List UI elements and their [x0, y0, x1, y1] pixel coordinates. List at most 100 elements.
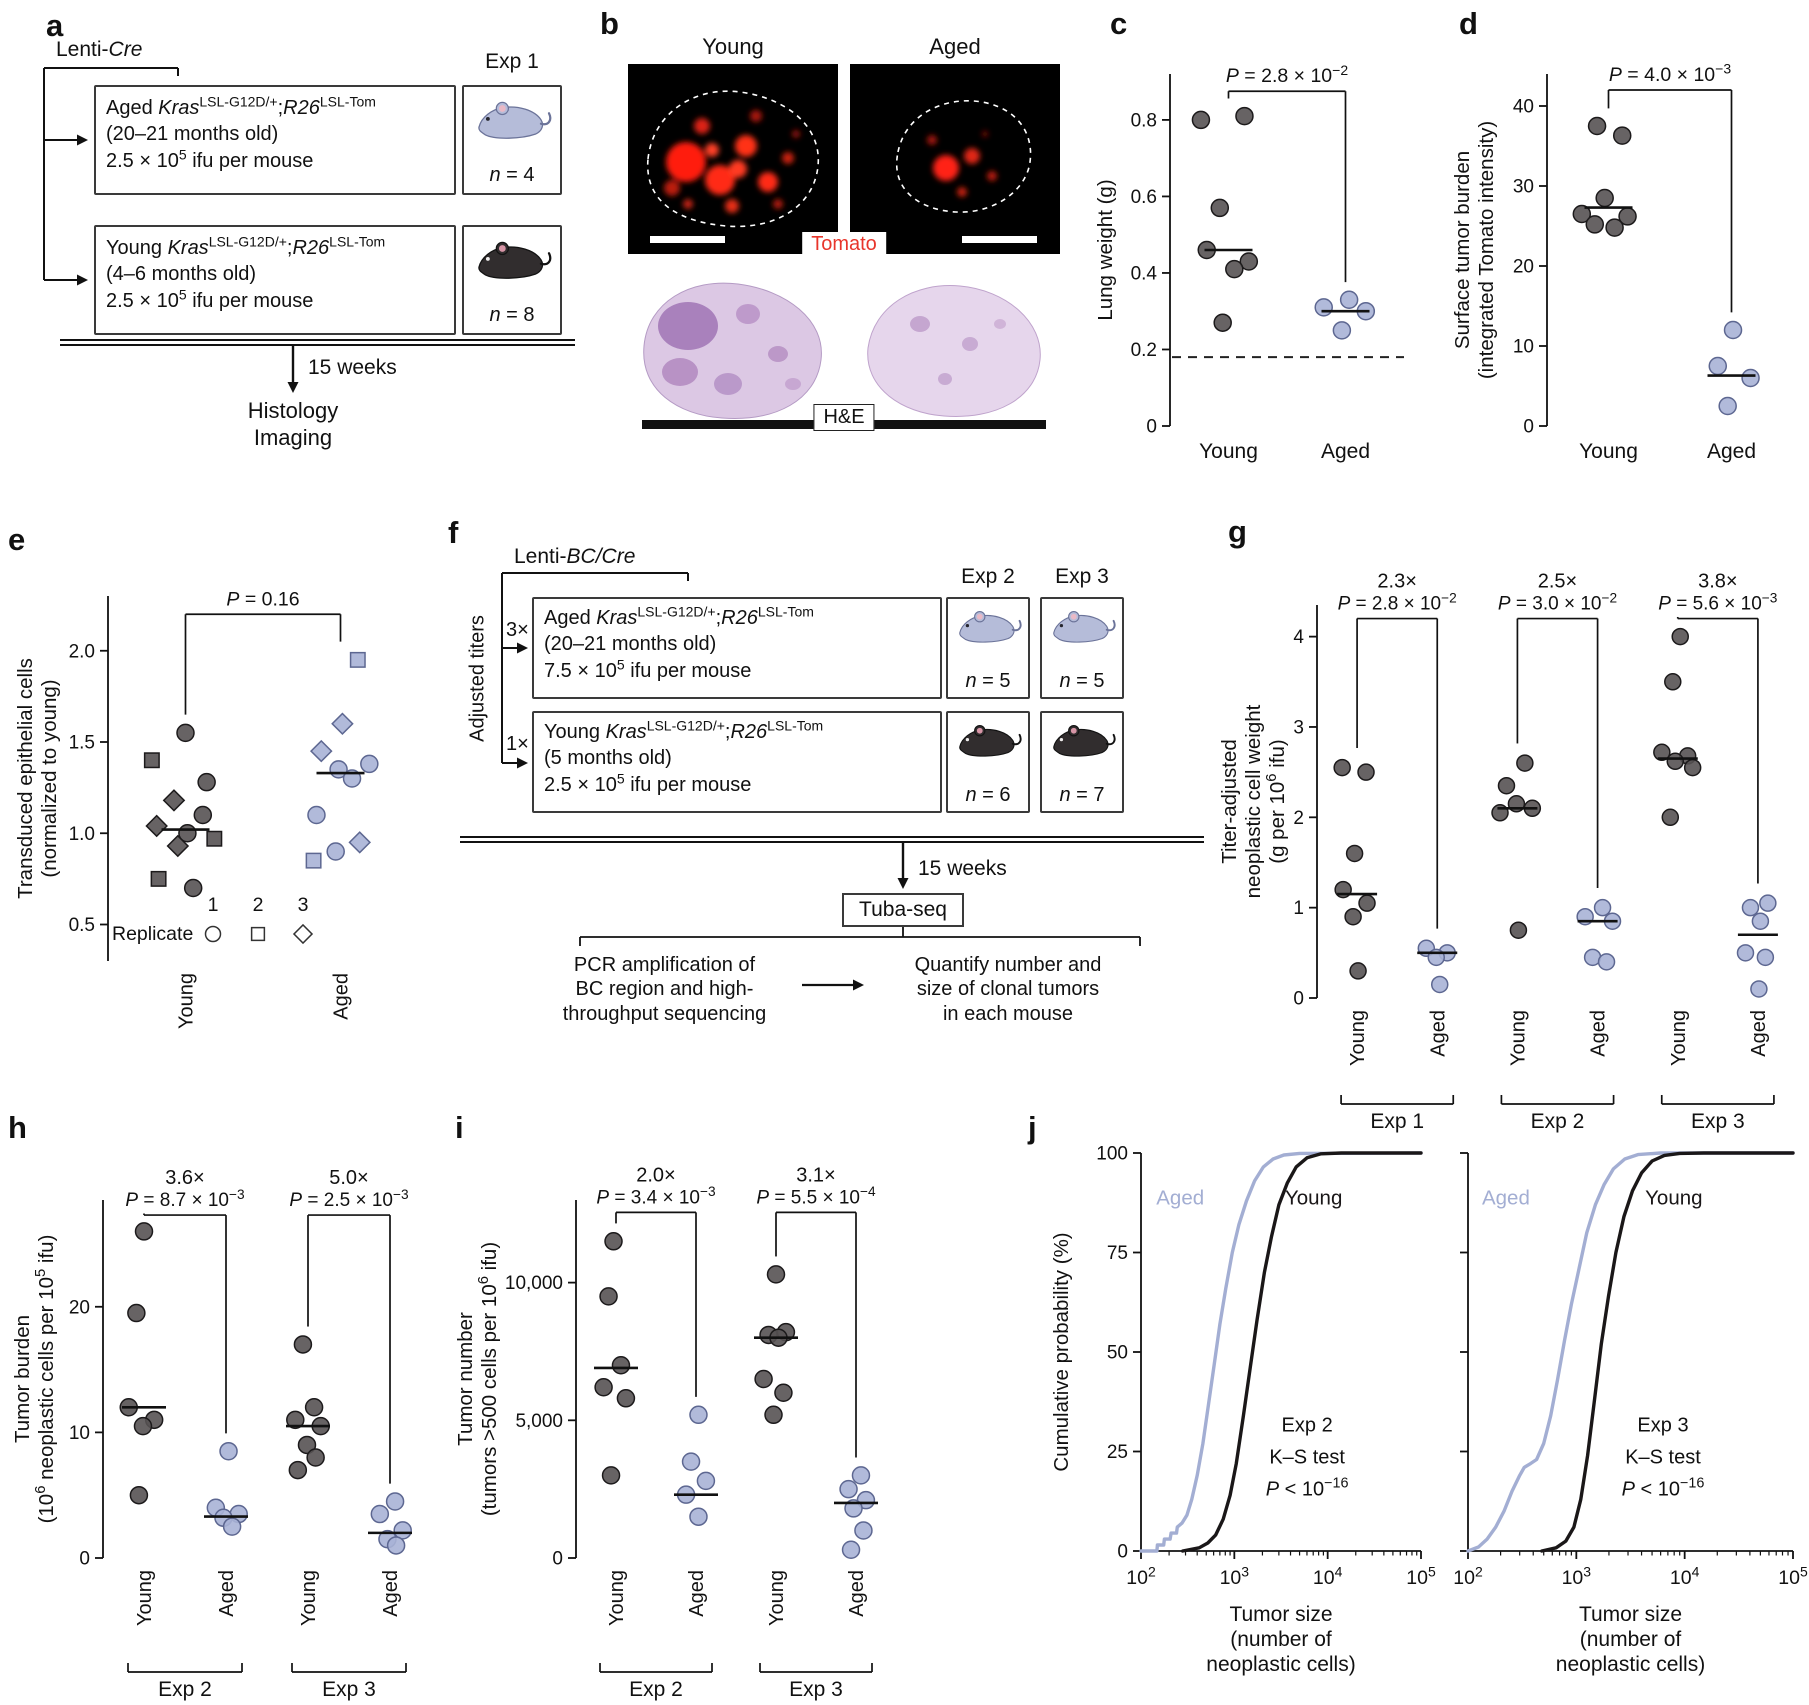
data-point [774, 1383, 793, 1403]
svg-text:Young: Young [1199, 440, 1258, 463]
svg-text:Exp 2: Exp 2 [158, 1678, 212, 1701]
svg-text:Aged: Aged [1482, 1187, 1530, 1210]
young-column-label: Young [702, 34, 764, 59]
aged-mouse-icon [478, 101, 552, 139]
aged-cohort-box-f: Aged KrasLSL-G12D/+;R26LSL-Tom (20–21 mo… [532, 597, 942, 699]
data-point [766, 1265, 786, 1284]
svg-text:P = 2.8 × 10−2: P = 2.8 × 10−2 [1226, 62, 1348, 87]
chart-e-transduced-cells: 0.5 1.0 1.5 2.0 Transduced epithelial cells(… [14, 588, 379, 1029]
svg-text:0.5: 0.5 [69, 915, 95, 936]
data-point [292, 923, 314, 945]
data-point [349, 651, 366, 668]
young-mouse-icon-exp2 [959, 725, 1022, 757]
aged-mouse-icon-exp3 [1053, 611, 1116, 643]
data-point [1225, 259, 1244, 279]
svg-text:2.5×: 2.5× [1538, 571, 1577, 593]
duration-label: 15 weeks [308, 356, 397, 379]
data-point [1509, 921, 1528, 939]
svg-text:25: 25 [1107, 1442, 1128, 1463]
panel-i: i 0 5,000 10,000 Tumor number (tumors >500 c… [448, 1108, 910, 1705]
svg-text:10: 10 [69, 1423, 90, 1444]
svg-text:104: 104 [1670, 1564, 1700, 1589]
svg-text:2: 2 [253, 894, 264, 916]
svg-text:Aged: Aged [1321, 440, 1370, 463]
svg-text:Young: Young [176, 973, 198, 1029]
panel-c: c 0 0.2 0.4 0.6 0.8 Lung weight (g) P = 2.8 × … [1088, 6, 1420, 484]
svg-text:2.0×: 2.0× [636, 1164, 675, 1186]
svg-text:Aged: Aged [1707, 440, 1756, 463]
data-point [162, 789, 186, 812]
panel-a: a Lenti-Cre Aged KrasLSL-G12D/+;R26LSL-T… [30, 8, 605, 456]
data-point [193, 805, 213, 825]
svg-text:1.5: 1.5 [69, 733, 95, 754]
data-point [133, 1416, 153, 1436]
chart-j-ecdf-exp3: 102 103 104 105 Tumor size(number ofneoplast… [1453, 1151, 1808, 1676]
panel-f-label: f [448, 515, 459, 550]
data-point [1653, 743, 1671, 762]
aged-tomato-image [850, 64, 1060, 254]
data-point [176, 723, 195, 743]
data-point [1516, 754, 1534, 772]
young-mouse-box: n = 8 [462, 225, 562, 335]
svg-text:Aged: Aged [216, 1570, 238, 1617]
titer-1x-label: 1× [506, 733, 529, 755]
aged-mouse-box-exp3: n = 5 [1040, 597, 1124, 699]
svg-text:Young: Young [766, 1570, 788, 1626]
young-n-exp2: n = 6 [965, 784, 1011, 806]
ecdf-curve-aged [1466, 1151, 1795, 1553]
titer-3x-label: 3× [506, 619, 529, 641]
svg-text:Titer-adjusted: Titer-adjusted [1218, 739, 1241, 864]
svg-text:103: 103 [1220, 1564, 1250, 1589]
data-point [1333, 758, 1351, 777]
svg-text:3.1×: 3.1× [796, 1164, 835, 1186]
flow-pcr-text: PCR amplification of BC region and high-… [562, 954, 767, 1025]
data-point [197, 772, 216, 792]
chart-g-neoplastic-cell-weight: 0 1 2 3 4 Titer-adjusted neoplastic cell weigh… [1218, 571, 1778, 1133]
data-point [1585, 215, 1605, 234]
data-point [304, 1398, 324, 1417]
panel-h-label: h [8, 1110, 27, 1145]
data-point [393, 1521, 412, 1540]
svg-text:Exp 3: Exp 3 [1691, 1110, 1745, 1133]
young-cohort-box-f: Young KrasLSL-G12D/+;R26LSL-Tom (5 month… [532, 711, 942, 813]
data-point [129, 1485, 149, 1505]
data-point [1612, 126, 1632, 145]
data-point [297, 1435, 317, 1455]
data-point [1595, 188, 1614, 208]
data-point [1314, 298, 1333, 317]
data-point [839, 1479, 858, 1499]
aged-n-exp3: n = 5 [1059, 670, 1105, 692]
aged-mouse-box-exp2: n = 5 [946, 597, 1030, 699]
data-point [293, 1335, 313, 1354]
data-point [310, 739, 333, 763]
young-dose: 2.5 × 105 ifu per mouse [106, 286, 314, 312]
panel-b-label: b [600, 6, 619, 41]
svg-text:(106 neoplastic cells per 105: (106 neoplastic cells per 105 ifu) [33, 1235, 58, 1524]
svg-text:Lung weight (g): Lung weight (g) [1094, 179, 1117, 320]
data-point [1661, 808, 1680, 827]
data-point [841, 1540, 861, 1559]
svg-text:(integrated Tomato intensity): (integrated Tomato intensity) [1475, 121, 1498, 379]
data-point [1235, 106, 1254, 126]
panel-h: h 0 10 20 Tumor burden (106 neoplastic cells… [5, 1108, 443, 1705]
svg-text:P = 0.16: P = 0.16 [226, 588, 299, 610]
chart-i-tumor-number: 0 5,000 10,000 Tumor number (tumors >500 cel… [454, 1164, 878, 1701]
data-point [689, 1405, 708, 1425]
svg-text:0.4: 0.4 [1131, 263, 1158, 284]
exp1-header: Exp 1 [485, 50, 539, 73]
data-point [305, 852, 322, 869]
svg-text:Exp 3: Exp 3 [322, 1678, 376, 1701]
aged-column-label: Aged [929, 34, 981, 59]
panel-f: f Lenti-BC/Cre Adjusted titers 3× 1× Age… [440, 515, 1218, 1103]
svg-text:Aged: Aged [1156, 1187, 1204, 1210]
svg-text:P = 5.5 × 10−4: P = 5.5 × 10−4 [756, 1184, 876, 1208]
data-point [307, 805, 326, 825]
svg-text:Exp 2: Exp 2 [1282, 1415, 1333, 1437]
svg-text:neoplastic cell weight: neoplastic cell weight [1242, 704, 1265, 898]
data-point [1708, 356, 1728, 376]
data-point [386, 1536, 406, 1555]
svg-text:20: 20 [1513, 257, 1534, 278]
data-point [1718, 396, 1737, 416]
svg-text:100: 100 [1096, 1144, 1128, 1165]
